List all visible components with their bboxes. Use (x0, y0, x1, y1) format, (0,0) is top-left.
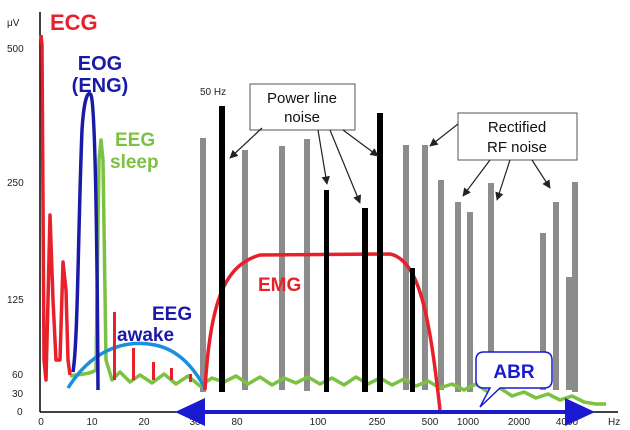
power-line-bar (219, 106, 225, 392)
rf-noise-bar (455, 202, 461, 392)
ecg-label: ECG (50, 10, 98, 35)
power-line-pointer (329, 129, 362, 204)
x-tick-label: 80 (231, 417, 243, 428)
eog-label-line2: (ENG) (72, 75, 129, 97)
eog-label-line1: EOG (78, 53, 122, 75)
eog-curve (71, 92, 100, 391)
rf-noise-line1: Rectified (488, 119, 546, 136)
rf-noise-bar (540, 233, 546, 390)
rf-noise-pointer (495, 159, 511, 201)
eeg-awake-label-line1: EEG (152, 304, 192, 325)
power-line-bar (324, 190, 329, 392)
rf-noise-pointer (462, 159, 491, 197)
ecg-harmonic-bar (152, 362, 155, 380)
power-line-noise-box (249, 83, 356, 131)
ecg-harmonic-bar (132, 348, 135, 380)
rf-noise-bar (572, 182, 578, 392)
eeg-sleep-label-line2: sleep (110, 152, 159, 173)
rf-noise-bar (488, 183, 494, 390)
y-tick-label: 125 (7, 295, 24, 306)
x-tick-label: 20 (138, 417, 150, 428)
eeg-awake-curve (66, 341, 207, 389)
ecg-harmonic-bars (113, 312, 192, 382)
rf-noise-bar (566, 277, 572, 390)
rf-noise-pointer (429, 123, 459, 147)
power-line-bar (410, 268, 415, 392)
x-tick-label: 1000 (457, 417, 480, 428)
rf-noise-pointer (531, 159, 551, 189)
power-line-bar (362, 208, 368, 392)
x-tick-label: 0 (38, 417, 44, 428)
y-tick-label: 30 (12, 389, 24, 400)
eeg-sleep-label-line1: EEG (115, 130, 155, 151)
ecg-harmonic-bar (113, 312, 116, 380)
abr-arrow-right-head (565, 398, 595, 426)
abr-arrow-left-head (175, 398, 205, 426)
eeg-awake-label-line2: awake (117, 325, 174, 346)
rf-noise-bar (242, 150, 248, 390)
power-line-pointer (317, 129, 330, 185)
ecg-harmonic-bar (170, 368, 173, 380)
y-tick-label: 500 (7, 44, 24, 55)
x-tick-label: 500 (422, 417, 439, 428)
abr-label: ABR (493, 362, 534, 383)
power-line-bar (377, 113, 383, 392)
power-line-noise-line1: Power line (267, 90, 337, 107)
ecg-harmonic-bar (189, 374, 192, 382)
power-line-noise-line2: noise (284, 109, 320, 126)
power-line-pointer (229, 127, 263, 159)
rf-noise-bars (200, 138, 578, 392)
x-tick-label: 100 (310, 417, 327, 428)
abr-callout (475, 351, 553, 408)
rf-noise-bar (467, 212, 473, 392)
rf-noise-line2: RF noise (487, 139, 547, 156)
power-line-pointer (342, 129, 379, 157)
y-unit-label: μV (7, 18, 20, 29)
power-line-freq-label: 50 Hz (200, 87, 226, 98)
rf-noise-box (457, 112, 578, 161)
rf-noise-bar (422, 145, 428, 390)
rf-noise-bar (438, 180, 444, 390)
power-line-bars (219, 106, 415, 392)
x-tick-label: 250 (369, 417, 386, 428)
emg-curve (203, 252, 442, 411)
rf-noise-bar (279, 146, 285, 390)
rf-noise-bar (553, 202, 559, 390)
y-tick-label: 0 (17, 407, 23, 418)
x-tick-label: 30 (189, 417, 201, 428)
ecg-curve (39, 34, 72, 382)
x-tick-label: 10 (86, 417, 98, 428)
rf-noise-bar (304, 139, 310, 391)
rf-noise-bar (403, 145, 409, 390)
x-tick-label: 2000 (508, 417, 531, 428)
rf-noise-bar (200, 138, 206, 392)
y-tick-label: 250 (7, 178, 24, 189)
x-unit-label: Hz (608, 417, 620, 428)
y-tick-label: 60 (12, 370, 24, 381)
emg-label: EMG (258, 275, 301, 296)
